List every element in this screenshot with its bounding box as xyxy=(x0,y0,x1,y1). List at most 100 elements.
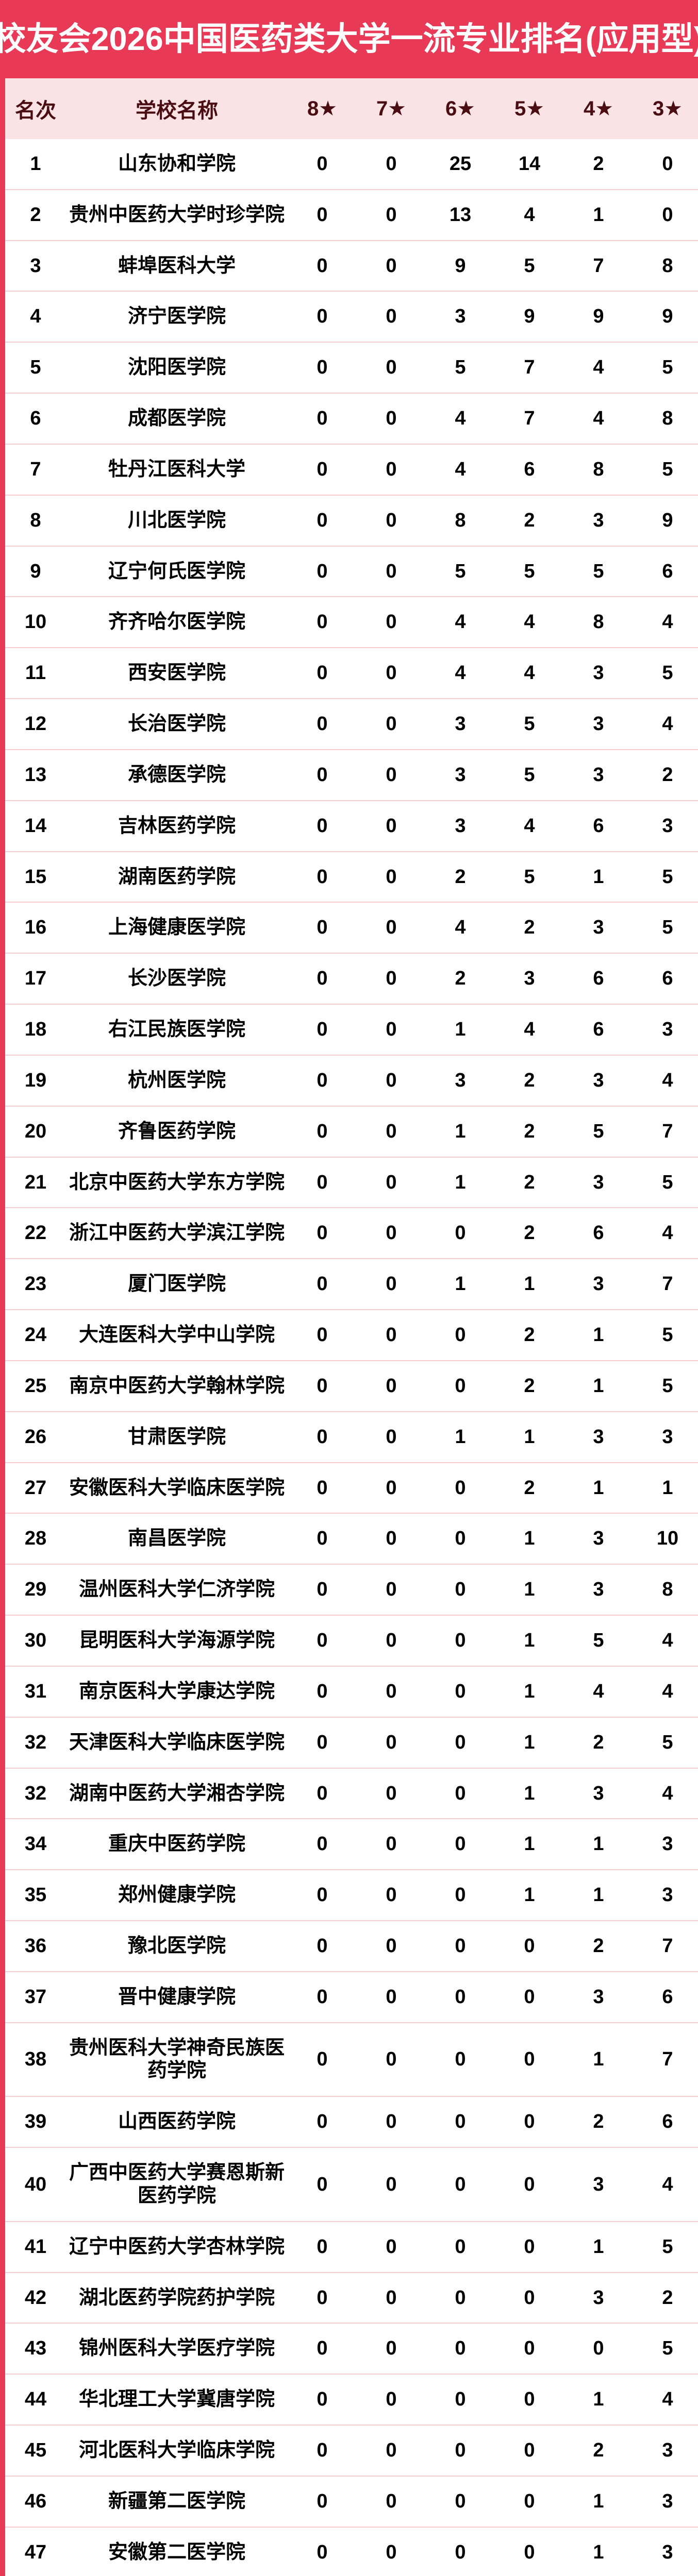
cell-3star-count: 3 xyxy=(633,2475,698,2527)
cell-3star-count: 4 xyxy=(633,1767,698,1819)
cell-8star-count: 0 xyxy=(288,1971,357,2023)
cell-school-name: 锦州医科大学医疗学院 xyxy=(66,2323,288,2375)
cell-7star-count: 0 xyxy=(357,2096,426,2148)
cell-school-name: 昆明医科大学海源学院 xyxy=(66,1615,288,1666)
cell-6star-count: 4 xyxy=(426,647,495,699)
cell-7star-count: 0 xyxy=(357,1869,426,1921)
cell-6star-count: 0 xyxy=(426,1207,495,1259)
cell-7star-count: 0 xyxy=(357,1716,426,1768)
cell-8star-count: 0 xyxy=(288,647,357,699)
table-header-row: 名次 学校名称 8★ 7★ 6★ 5★ 4★ 3★ xyxy=(5,78,698,139)
cell-4star-count: 3 xyxy=(564,902,633,954)
cell-school-name: 南京中医药大学翰林学院 xyxy=(66,1360,288,1412)
table-row: 20 齐鲁医药学院 0 0 1 2 5 7 xyxy=(5,1105,698,1157)
cell-3star-count: 2 xyxy=(633,2272,698,2324)
table-row: 37 晋中健康学院 0 0 0 0 3 6 xyxy=(5,1971,698,2023)
cell-4star-count: 4 xyxy=(564,393,633,444)
cell-rank: 38 xyxy=(5,2022,66,2097)
cell-5star-count: 0 xyxy=(495,2147,564,2222)
table-row: 45 河北医科大学临床学院 0 0 0 0 2 3 xyxy=(5,2425,698,2476)
cell-school-name: 天津医科大学临床医学院 xyxy=(66,1716,288,1768)
school-name-label: 西安医学院 xyxy=(127,662,226,684)
table-row: 25 南京中医药大学翰林学院 0 0 0 2 1 5 xyxy=(5,1360,698,1412)
cell-school-name: 湖南医药学院 xyxy=(66,851,288,903)
cell-3star-count: 7 xyxy=(633,1258,698,1310)
cell-school-name: 新疆第二医学院 xyxy=(66,2475,288,2527)
cell-5star-count: 4 xyxy=(495,189,564,241)
table-row: 43 锦州医科大学医疗学院 0 0 0 0 0 5 xyxy=(5,2323,698,2375)
cell-4star-count: 2 xyxy=(564,1716,633,1768)
cell-5star-count: 2 xyxy=(495,1360,564,1412)
cell-6star-count: 9 xyxy=(426,240,495,292)
cell-6star-count: 0 xyxy=(426,1360,495,1412)
cell-rank: 9 xyxy=(5,545,66,597)
cell-8star-count: 0 xyxy=(288,1411,357,1463)
table-row: 31 南京医科大学康达学院 0 0 0 1 4 4 xyxy=(5,1665,698,1717)
cell-school-name: 上海健康医学院 xyxy=(66,902,288,954)
cell-3star-count: 3 xyxy=(633,1818,698,1870)
cell-3star-count: 4 xyxy=(633,596,698,648)
cell-7star-count: 0 xyxy=(357,2221,426,2273)
cell-7star-count: 0 xyxy=(357,698,426,750)
cell-rank: 15 xyxy=(5,851,66,903)
cell-rank: 6 xyxy=(5,393,66,444)
cell-school-name: 华北理工大学冀唐学院 xyxy=(66,2374,288,2426)
cell-rank: 19 xyxy=(5,1054,66,1106)
cell-4star-count: 3 xyxy=(564,698,633,750)
cell-5star-count: 5 xyxy=(495,851,564,903)
cell-6star-count: 4 xyxy=(426,393,495,444)
cell-6star-count: 0 xyxy=(426,1767,495,1819)
cell-rank: 3 xyxy=(5,240,66,292)
cell-5star-count: 7 xyxy=(495,342,564,394)
cell-4star-count: 8 xyxy=(564,596,633,648)
cell-8star-count: 0 xyxy=(288,1309,357,1361)
cell-5star-count: 1 xyxy=(495,1411,564,1463)
cell-rank: 23 xyxy=(5,1258,66,1310)
cell-8star-count: 0 xyxy=(288,1615,357,1666)
cell-5star-count: 2 xyxy=(495,494,564,546)
cell-6star-count: 13 xyxy=(426,189,495,241)
table-row: 12 长治医学院 0 0 3 5 3 4 xyxy=(5,698,698,750)
school-name-label: 湖北医药学院药护学院 xyxy=(78,2286,275,2309)
cell-5star-count: 5 xyxy=(495,545,564,597)
column-header-school: 学校名称 xyxy=(66,78,288,139)
cell-4star-count: 1 xyxy=(564,2475,633,2527)
school-name-label: 南京中医药大学翰林学院 xyxy=(69,1375,285,1397)
table-row: 23 厦门医学院 0 0 1 1 3 7 xyxy=(5,1258,698,1310)
cell-5star-count: 6 xyxy=(495,443,564,495)
cell-8star-count: 0 xyxy=(288,2272,357,2324)
cell-3star-count: 4 xyxy=(633,2147,698,2222)
school-name-label: 豫北医学院 xyxy=(127,1935,226,1957)
cell-school-name: 沈阳医学院 xyxy=(66,342,288,394)
table-row: 15 湖南医药学院 0 0 2 5 1 5 xyxy=(5,851,698,903)
cell-3star-count: 3 xyxy=(633,1004,698,1055)
cell-3star-count: 6 xyxy=(633,2096,698,2148)
school-name-label: 湖南医药学院 xyxy=(118,866,236,888)
cell-5star-count: 0 xyxy=(495,2272,564,2324)
cell-5star-count: 0 xyxy=(495,2526,564,2576)
cell-school-name: 湖南中医药大学湘杏学院 xyxy=(66,1767,288,1819)
cell-7star-count: 0 xyxy=(357,647,426,699)
table-row: 4 济宁医学院 0 0 3 9 9 9 xyxy=(5,291,698,343)
cell-8star-count: 0 xyxy=(288,1767,357,1819)
cell-school-name: 贵州中医药大学时珍学院 xyxy=(66,189,288,241)
cell-6star-count: 3 xyxy=(426,698,495,750)
cell-school-name: 长沙医学院 xyxy=(66,953,288,1005)
cell-rank: 21 xyxy=(5,1156,66,1208)
cell-rank: 46 xyxy=(5,2475,66,2527)
cell-5star-count: 4 xyxy=(495,596,564,648)
cell-4star-count: 2 xyxy=(564,1920,633,1972)
cell-school-name: 承德医学院 xyxy=(66,749,288,801)
cell-3star-count: 3 xyxy=(633,800,698,852)
cell-8star-count: 0 xyxy=(288,1665,357,1717)
cell-7star-count: 0 xyxy=(357,240,426,292)
cell-4star-count: 3 xyxy=(564,1513,633,1565)
cell-8star-count: 0 xyxy=(288,2374,357,2426)
cell-3star-count: 9 xyxy=(633,494,698,546)
cell-3star-count: 0 xyxy=(633,139,698,190)
cell-8star-count: 0 xyxy=(288,139,357,190)
school-name-label: 昆明医科大学海源学院 xyxy=(78,1630,275,1652)
cell-8star-count: 0 xyxy=(288,749,357,801)
cell-4star-count: 4 xyxy=(564,1665,633,1717)
cell-3star-count: 4 xyxy=(633,1665,698,1717)
